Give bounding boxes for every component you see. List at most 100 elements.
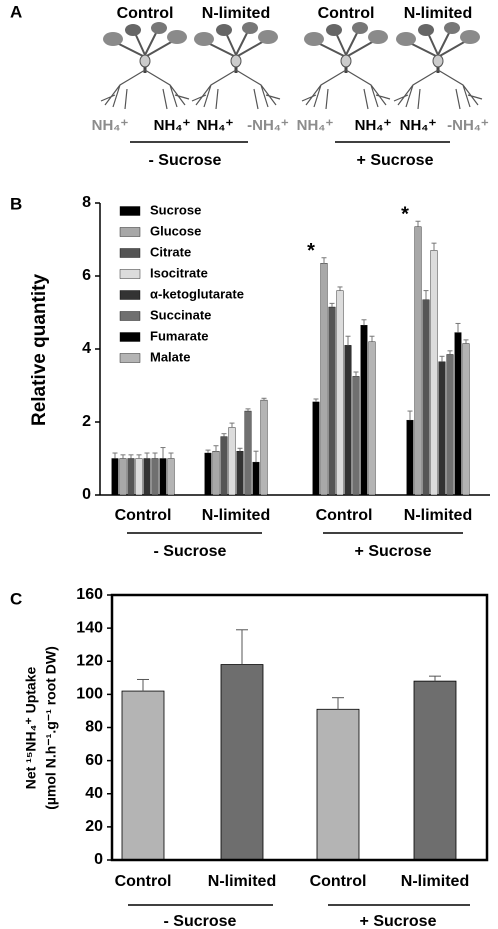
bar (430, 250, 438, 496)
bar (368, 341, 376, 496)
panel-label: C (10, 589, 22, 608)
bar (336, 290, 344, 496)
x-tick-label: Control (115, 507, 172, 524)
bar (414, 226, 422, 496)
legend-label: α-ketoglutarate (150, 286, 244, 301)
bar (312, 401, 320, 496)
y-tick-label: 6 (82, 267, 91, 284)
bar (328, 306, 336, 496)
group-label: - Sucrose (164, 913, 237, 929)
legend-label: Isocitrate (150, 265, 208, 280)
legend-swatch (119, 353, 141, 363)
legend-swatch (119, 311, 141, 321)
panel-label: B (10, 194, 22, 213)
group-label: + Sucrose (355, 543, 432, 560)
legend-label: Glucose (150, 223, 201, 238)
significance: * (307, 240, 315, 262)
y-tick-label: 4 (82, 340, 91, 357)
x-tick-label: Control (115, 873, 172, 890)
bar (413, 680, 457, 861)
legend-swatch (119, 332, 141, 342)
ion-label: NH₄⁺ (92, 117, 129, 134)
y-axis-label: Net ¹⁵NH₄⁺ Uptake (23, 667, 39, 790)
legend-label: Sucrose (150, 202, 201, 217)
legend-label: Malate (150, 349, 190, 364)
y-tick-label: 160 (76, 586, 103, 603)
condition-label: N-limited (404, 5, 472, 22)
y-tick-label: 0 (82, 486, 91, 503)
y-tick-label: 20 (85, 818, 103, 835)
x-tick-label: N-limited (401, 873, 469, 890)
bar (151, 458, 159, 496)
bar (316, 708, 360, 861)
bar (360, 325, 368, 496)
x-tick-label: Control (316, 507, 373, 524)
condition-label: N-limited (202, 5, 270, 22)
legend-label: Fumarate (150, 328, 209, 343)
group-label: - Sucrose (154, 543, 227, 560)
bar (320, 263, 328, 496)
bar (446, 354, 454, 496)
y-tick-label: 80 (85, 719, 103, 736)
ion-label: -NH₄⁺ (447, 117, 489, 134)
bar (260, 399, 268, 496)
plot-frame (110, 593, 489, 862)
x-tick-label: N-limited (202, 507, 270, 524)
bar (212, 451, 220, 496)
ion-label: -NH₄⁺ (247, 117, 289, 134)
y-tick-label: 8 (82, 194, 91, 211)
bar (121, 690, 165, 861)
legend-swatch (119, 290, 141, 300)
legend-swatch (119, 269, 141, 279)
bar (422, 299, 430, 496)
ion-label: NH₄⁺ (297, 117, 334, 134)
x-tick-label: Control (310, 873, 367, 890)
bar (344, 345, 352, 496)
bar (438, 361, 446, 496)
panel-label: A (10, 2, 22, 21)
bar (204, 452, 212, 496)
bar (252, 461, 260, 496)
bar (167, 458, 175, 496)
condition-label: Control (318, 5, 375, 22)
legend-swatch (119, 206, 141, 216)
bar (244, 410, 252, 496)
bar (119, 458, 127, 496)
y-axis-label: (µmol N.h⁻¹.g⁻¹ root DW) (43, 646, 59, 810)
legend-swatch (119, 248, 141, 258)
bar (220, 436, 228, 496)
bar (462, 343, 470, 496)
group-label: + Sucrose (360, 913, 437, 929)
bar (220, 664, 264, 861)
ion-label: NH₄⁺ (197, 117, 234, 134)
condition-label: Control (117, 5, 174, 22)
x-tick-label: N-limited (404, 507, 472, 524)
bar (143, 458, 151, 496)
legend-label: Succinate (150, 307, 211, 322)
legend-swatch (119, 227, 141, 237)
bar (127, 458, 135, 496)
bar (111, 458, 119, 496)
legend-label: Citrate (150, 244, 191, 259)
x-tick-label: N-limited (208, 873, 276, 890)
ion-label: NH₄⁺ (400, 117, 437, 134)
y-tick-label: 60 (85, 752, 103, 769)
y-tick-label: 100 (76, 686, 103, 703)
y-tick-label: 120 (76, 652, 103, 669)
bar (406, 419, 414, 496)
significance: * (401, 204, 409, 226)
bar (454, 332, 462, 496)
y-tick-label: 2 (82, 413, 91, 430)
bar (159, 458, 167, 496)
ion-label: NH₄⁺ (355, 117, 392, 134)
bar (135, 458, 143, 496)
y-tick-label: 140 (76, 619, 103, 636)
group-label: - Sucrose (149, 152, 222, 169)
group-label: + Sucrose (357, 152, 434, 169)
y-tick-label: 0 (94, 851, 103, 868)
ion-label: NH₄⁺ (154, 117, 191, 134)
bar (228, 427, 236, 496)
bar (352, 376, 360, 496)
